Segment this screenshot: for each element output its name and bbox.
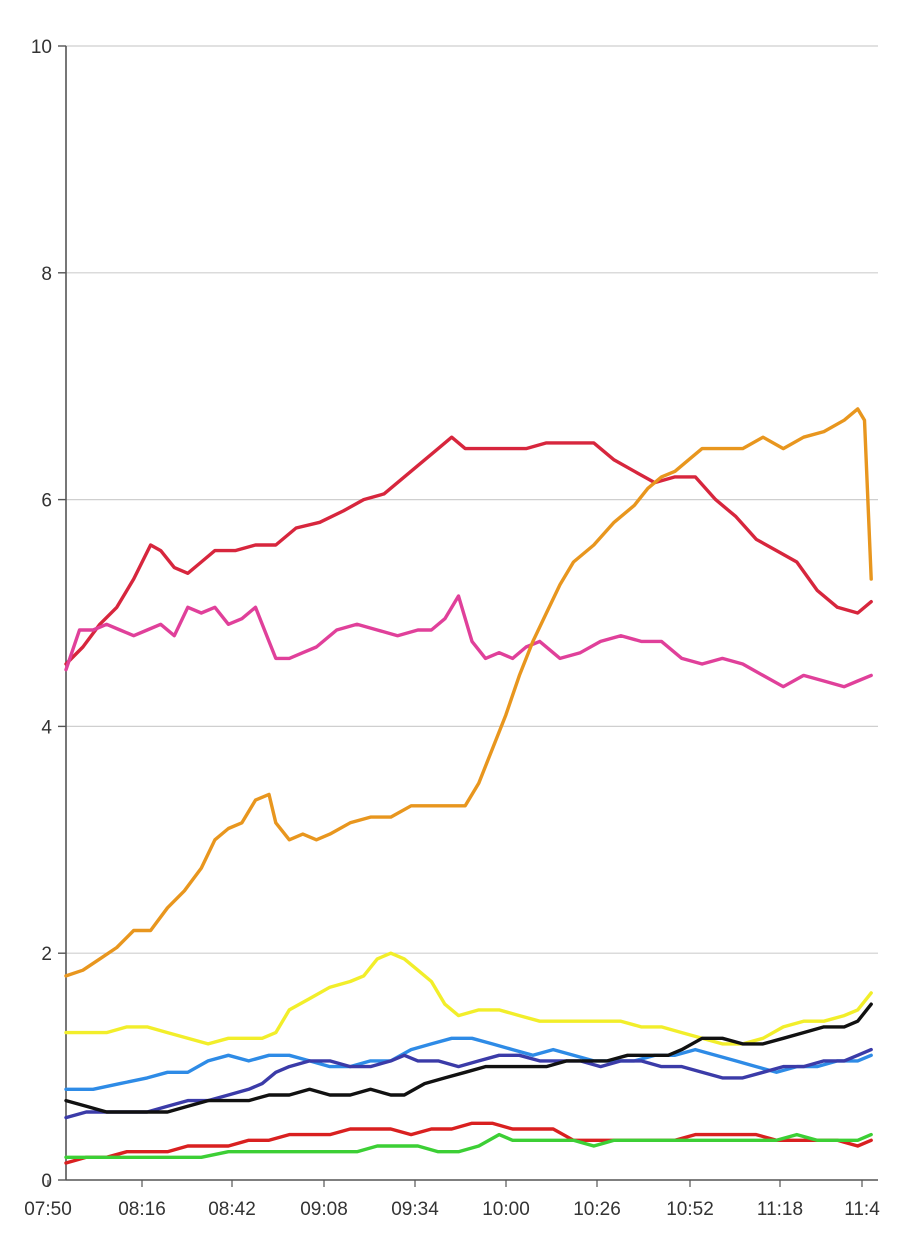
x-tick-label: 08:42 bbox=[208, 1199, 256, 1220]
series-line-2 bbox=[64, 594, 873, 689]
x-tick-label: 09:34 bbox=[391, 1199, 439, 1220]
y-tick-label: 2 bbox=[41, 944, 52, 965]
series-line-7 bbox=[64, 1002, 873, 1114]
x-tick-label: 10:00 bbox=[482, 1199, 530, 1220]
x-tick-label: 11:18 bbox=[757, 1199, 803, 1220]
series-line-3 bbox=[64, 407, 873, 978]
axes bbox=[47, 45, 878, 1187]
series-line-1 bbox=[64, 435, 873, 666]
y-tick-label: 0 bbox=[41, 1171, 52, 1192]
series-line-8 bbox=[64, 1121, 873, 1165]
y-tick-label: 8 bbox=[41, 264, 52, 285]
series-lines bbox=[64, 407, 873, 1165]
x-tick-label: 09:08 bbox=[300, 1199, 348, 1220]
series-line-5 bbox=[64, 1036, 873, 1091]
x-tick-label: 10:26 bbox=[573, 1199, 621, 1220]
y-tick-label: 6 bbox=[41, 491, 52, 512]
y-tick-label: 10 bbox=[31, 37, 52, 58]
x-tick-label: 10:52 bbox=[666, 1199, 714, 1220]
x-tick-label: 07:50 bbox=[24, 1199, 72, 1220]
gridlines bbox=[66, 45, 878, 954]
x-tick-label: 11:4 bbox=[844, 1199, 880, 1220]
y-tick-label: 4 bbox=[41, 717, 52, 738]
x-tick-label: 08:16 bbox=[118, 1199, 166, 1220]
tick-labels: 0 2 4 6 8 10 07:50 08:16 08:42 09:08 09:34 10:00 10:… bbox=[24, 37, 880, 1220]
series-line-9 bbox=[64, 1132, 873, 1159]
series-line-4 bbox=[64, 951, 873, 1046]
